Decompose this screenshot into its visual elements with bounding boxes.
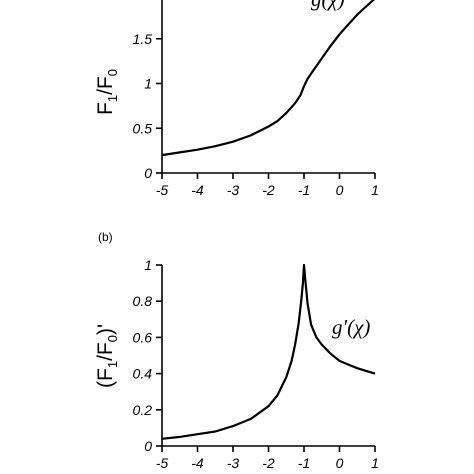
panel-a-x-tick-label: -1 [298, 182, 310, 198]
panel-b-series-line [161, 263, 376, 440]
panel-b-y-tick-label: 0 [144, 438, 152, 454]
panel-a-x-tick-label: -3 [227, 182, 240, 198]
panel-b-x-tick-label: -4 [191, 455, 204, 471]
panel-b-x-tick-label: -5 [156, 455, 169, 471]
panel-b-curve-label: g′(χ) [332, 315, 370, 339]
panel-b-x-tick-label: -3 [227, 455, 240, 471]
panel-b-y-axis-title: (F1/F0)' [94, 324, 120, 388]
panel-b-x-tick-label: -2 [262, 455, 275, 471]
panel-a-x-tick-label: -5 [156, 182, 169, 198]
panel-b-x-tick-label: 0 [336, 455, 344, 471]
panel-a-series-line [161, 0, 375, 157]
panel-a-y-tick-label: 1 [144, 76, 152, 92]
panel-a-x-tick-label: -2 [262, 182, 275, 198]
panel-a-y-tick-label: 0 [144, 165, 152, 181]
panel-a-x-tick-label: -4 [191, 182, 204, 198]
panel-a-y-axis-title: F1/F0 [94, 69, 120, 115]
panel-b-y-tick-label: 0.4 [133, 366, 153, 382]
panel-a-y-tick-label: 0.5 [133, 120, 153, 136]
panel-a-chart: F1/F0 g(χ) 0 0.5 1 1.5 -5 -4 -3 -2 -1 0 1 [94, 0, 379, 198]
panel-b-y-tick-label: 0.6 [133, 329, 153, 345]
panel-a-x-tick-label: 0 [336, 182, 344, 198]
panel-b-x-tick-label: -1 [298, 455, 310, 471]
panel-a-x-tick-label: 1 [371, 182, 379, 198]
panel-b-y-tick-label: 1 [144, 257, 152, 273]
panel-b-label: (b) [98, 230, 113, 244]
panel-b-y-tick-label: 0.2 [133, 402, 153, 418]
panel-b-chart: (b) (F1/F0)' g′(χ) 0 0.2 0.4 0.6 0.8 1 -5 -4 -3… [94, 230, 379, 471]
panel-a-y-tick-label: 1.5 [133, 31, 153, 47]
panel-b-x-tick-label: 1 [371, 455, 379, 471]
panel-a-curve-label: g(χ) [311, 0, 345, 11]
panel-b-y-tick-label: 0.8 [133, 293, 153, 309]
